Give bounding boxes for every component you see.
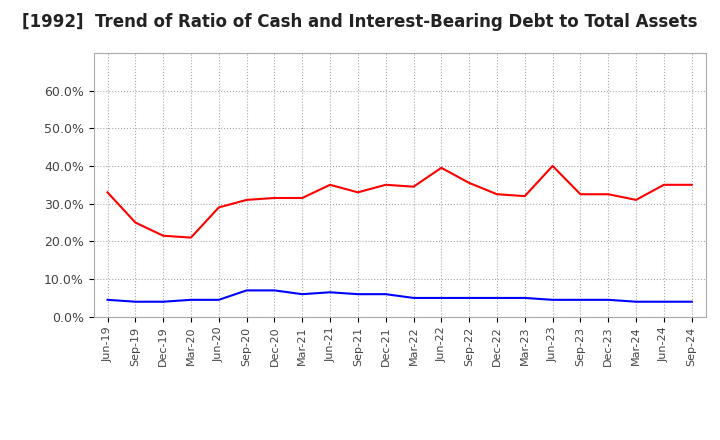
Interest-Bearing Debt bbox=[325, 290, 334, 295]
Interest-Bearing Debt bbox=[382, 292, 390, 297]
Line: Cash: Cash bbox=[107, 166, 692, 238]
Interest-Bearing Debt bbox=[492, 295, 501, 301]
Cash bbox=[604, 191, 613, 197]
Interest-Bearing Debt bbox=[465, 295, 474, 301]
Cash bbox=[492, 191, 501, 197]
Cash bbox=[242, 197, 251, 202]
Cash bbox=[688, 182, 696, 187]
Interest-Bearing Debt bbox=[549, 297, 557, 302]
Cash bbox=[437, 165, 446, 170]
Interest-Bearing Debt bbox=[576, 297, 585, 302]
Interest-Bearing Debt bbox=[186, 297, 195, 302]
Cash bbox=[270, 195, 279, 201]
Cash bbox=[131, 220, 140, 225]
Cash bbox=[382, 182, 390, 187]
Interest-Bearing Debt bbox=[298, 292, 307, 297]
Cash bbox=[215, 205, 223, 210]
Cash bbox=[354, 190, 362, 195]
Cash bbox=[159, 233, 168, 238]
Interest-Bearing Debt bbox=[270, 288, 279, 293]
Cash bbox=[298, 195, 307, 201]
Cash bbox=[186, 235, 195, 240]
Cash bbox=[549, 163, 557, 169]
Interest-Bearing Debt bbox=[354, 292, 362, 297]
Line: Interest-Bearing Debt: Interest-Bearing Debt bbox=[107, 290, 692, 302]
Interest-Bearing Debt bbox=[521, 295, 529, 301]
Interest-Bearing Debt bbox=[604, 297, 613, 302]
Interest-Bearing Debt bbox=[215, 297, 223, 302]
Cash bbox=[465, 180, 474, 186]
Cash bbox=[660, 182, 668, 187]
Interest-Bearing Debt bbox=[631, 299, 640, 304]
Text: [1992]  Trend of Ratio of Cash and Interest-Bearing Debt to Total Assets: [1992] Trend of Ratio of Cash and Intere… bbox=[22, 13, 698, 31]
Cash bbox=[521, 194, 529, 199]
Interest-Bearing Debt bbox=[131, 299, 140, 304]
Interest-Bearing Debt bbox=[437, 295, 446, 301]
Interest-Bearing Debt bbox=[159, 299, 168, 304]
Interest-Bearing Debt bbox=[242, 288, 251, 293]
Cash bbox=[576, 191, 585, 197]
Cash bbox=[103, 190, 112, 195]
Cash bbox=[631, 197, 640, 202]
Cash bbox=[409, 184, 418, 189]
Interest-Bearing Debt bbox=[409, 295, 418, 301]
Interest-Bearing Debt bbox=[688, 299, 696, 304]
Interest-Bearing Debt bbox=[103, 297, 112, 302]
Interest-Bearing Debt bbox=[660, 299, 668, 304]
Cash bbox=[325, 182, 334, 187]
